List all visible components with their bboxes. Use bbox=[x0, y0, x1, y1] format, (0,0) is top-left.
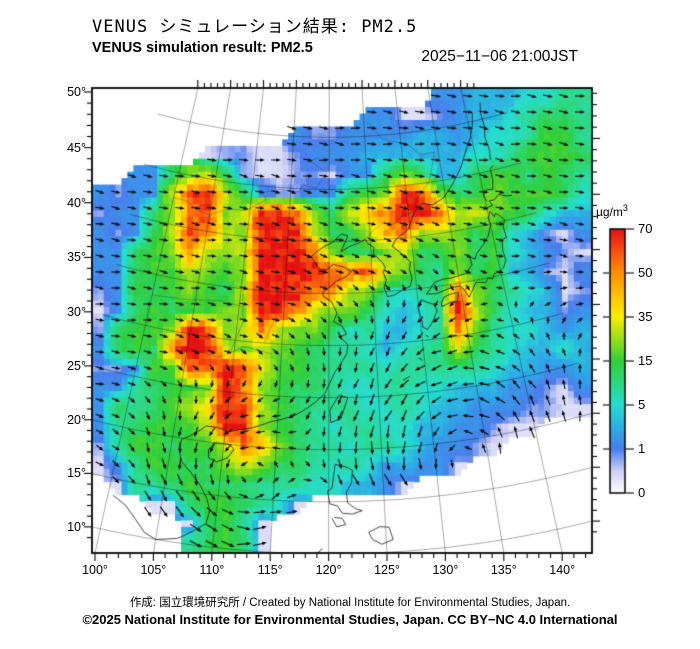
colorbar-unit-exponent: 3 bbox=[622, 203, 628, 213]
copyright-line: ©2025 National Institute for Environment… bbox=[82, 612, 618, 627]
attribution-line: 作成: 国立環境研究所 / Created by National Instit… bbox=[129, 597, 571, 609]
colorbar-tick-label: 50 bbox=[638, 265, 653, 280]
colorbar-tick-label: 35 bbox=[638, 309, 653, 324]
page-title-japanese: VENUS シミュレーション結果: PM2.5 bbox=[92, 17, 418, 37]
lat-tick-label: 50° bbox=[67, 84, 86, 99]
colorbar-unit-label: µg/m3 bbox=[596, 203, 628, 219]
lat-tick-label: 20° bbox=[67, 412, 86, 427]
lon-tick-label: 110° bbox=[199, 563, 225, 577]
lon-tick-label: 140° bbox=[549, 563, 576, 577]
simulation-datetime: 2025−11−06 21:00JST bbox=[421, 48, 578, 65]
lat-tick-label: 15° bbox=[67, 466, 86, 481]
page-title-english: VENUS simulation result: PM2.5 bbox=[92, 40, 313, 56]
lon-tick-label: 130° bbox=[432, 563, 459, 577]
lat-tick-label: 25° bbox=[67, 358, 86, 373]
lon-tick-label: 115° bbox=[257, 563, 283, 577]
lat-tick-label: 40° bbox=[67, 195, 86, 210]
lon-tick-label: 125° bbox=[374, 563, 400, 577]
lon-tick-label: 120° bbox=[315, 563, 342, 577]
lon-tick-label: 100° bbox=[82, 563, 108, 577]
colorbar-tick-label: 70 bbox=[638, 221, 653, 236]
lat-tick-label: 10° bbox=[67, 519, 86, 534]
lon-tick-label: 105° bbox=[140, 563, 167, 577]
lat-tick-label: 45° bbox=[67, 140, 86, 155]
colorbar-tick-label: 5 bbox=[638, 397, 646, 412]
colorbar-tick-label: 1 bbox=[638, 441, 646, 456]
lat-tick-label: 30° bbox=[67, 304, 86, 319]
colorbar-tick-label: 0 bbox=[638, 485, 646, 500]
colorbar-tick-label: 15 bbox=[638, 353, 653, 368]
lon-tick-label: 135° bbox=[490, 563, 517, 577]
colorbar-unit-base: µg/m bbox=[596, 205, 623, 219]
lat-tick-label: 35° bbox=[67, 250, 86, 265]
